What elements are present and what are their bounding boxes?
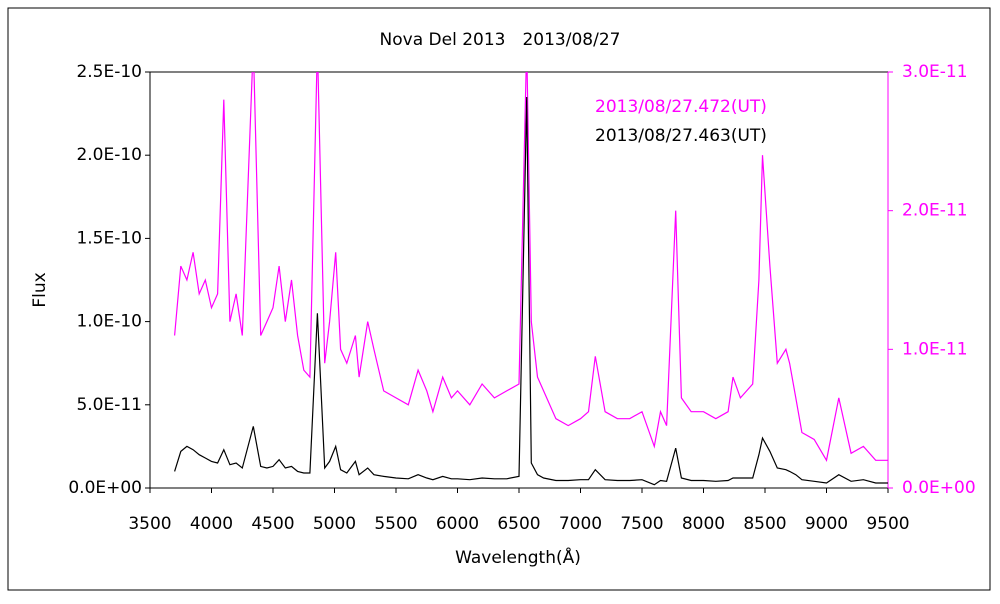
y2-tick-label: 2.0E-11	[902, 201, 968, 221]
y-tick-label: 1.0E-10	[76, 312, 142, 332]
x-tick-label: 9500	[866, 514, 909, 534]
x-axis-label: Wavelength(Å)	[455, 546, 581, 568]
y-tick-label: 2.5E-10	[76, 62, 142, 82]
series-line	[174, 96, 888, 486]
legend-entry: 2013/08/27.472(UT)	[595, 97, 767, 117]
y-tick-label: 2.0E-10	[76, 145, 142, 165]
x-tick-label: 5500	[374, 514, 417, 534]
y2-tick-label: 3.0E-11	[902, 62, 968, 82]
y-tick-label: 1.5E-10	[76, 228, 142, 248]
plot-area	[174, 72, 888, 486]
x-tick-label: 8000	[682, 514, 725, 534]
chart-border	[7, 7, 991, 591]
x-tick-label: 4500	[251, 514, 294, 534]
y-axis-label: Flux	[30, 272, 50, 307]
y2-tick-label: 0.0E+00	[902, 478, 976, 498]
x-tick-label: 9000	[805, 514, 848, 534]
x-tick-label: 7500	[620, 514, 663, 534]
x-tick-label: 3500	[128, 514, 171, 534]
x-tick-label: 6000	[436, 514, 479, 534]
x-tick-label: 4000	[190, 514, 233, 534]
y2-tick-label: 1.0E-11	[902, 339, 968, 359]
series-line	[174, 72, 888, 462]
y-tick-label: 0.0E+00	[68, 478, 142, 498]
x-tick-label: 6500	[497, 514, 540, 534]
legend-entry: 2013/08/27.463(UT)	[595, 126, 767, 146]
x-tick-label: 8500	[743, 514, 786, 534]
y-tick-label: 5.0E-11	[76, 395, 142, 415]
chart-title: Nova Del 2013 2013/08/27	[380, 30, 621, 50]
x-tick-label: 7000	[559, 514, 602, 534]
x-tick-label: 5000	[313, 514, 356, 534]
